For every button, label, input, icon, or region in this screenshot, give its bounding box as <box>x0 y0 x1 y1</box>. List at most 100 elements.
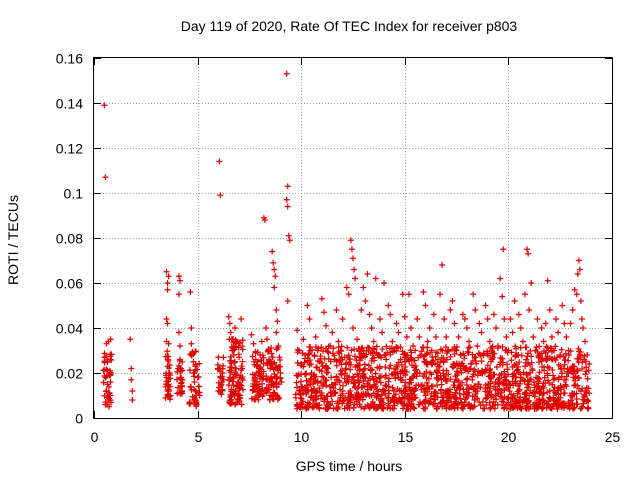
data-point <box>577 388 584 394</box>
data-point <box>543 343 550 350</box>
data-point <box>352 275 359 282</box>
data-point <box>562 376 569 383</box>
data-point <box>258 338 265 345</box>
data-point <box>536 390 543 397</box>
data-point <box>311 352 318 359</box>
data-point <box>519 338 526 345</box>
data-point <box>323 382 330 389</box>
data-point <box>424 338 431 345</box>
data-point <box>107 379 114 385</box>
data-point <box>577 405 584 412</box>
data-point <box>501 404 508 411</box>
data-point <box>501 374 508 381</box>
data-point <box>193 401 200 408</box>
data-point <box>308 370 315 376</box>
data-point <box>106 403 113 410</box>
data-point <box>533 388 540 395</box>
data-point <box>275 366 282 373</box>
data-point <box>335 344 342 351</box>
data-point <box>526 392 533 399</box>
y-tick-label: 0.1 <box>64 186 84 202</box>
data-point <box>445 395 452 402</box>
data-point <box>495 390 502 397</box>
data-point <box>527 347 534 354</box>
data-point <box>379 329 386 336</box>
data-point <box>239 375 246 382</box>
data-point <box>463 325 470 331</box>
data-point <box>407 354 414 361</box>
data-point <box>471 368 478 375</box>
data-point <box>308 361 315 368</box>
data-point <box>456 390 463 397</box>
chart-title: Day 119 of 2020, Rate Of TEC Index for r… <box>181 18 518 34</box>
data-point <box>549 367 556 374</box>
data-point <box>523 359 529 366</box>
data-point <box>406 376 413 383</box>
data-point <box>385 400 392 407</box>
data-point <box>435 363 442 370</box>
data-point <box>348 246 355 253</box>
data-point <box>217 374 224 381</box>
data-point <box>569 363 576 370</box>
data-point <box>253 383 260 390</box>
data-point <box>239 365 246 372</box>
data-point <box>328 381 335 388</box>
x-tick-label: 15 <box>398 429 414 445</box>
data-point <box>426 325 433 331</box>
data-point <box>399 377 406 384</box>
data-point <box>176 366 183 373</box>
data-point <box>555 385 562 392</box>
data-point <box>408 325 415 331</box>
data-point <box>307 344 314 351</box>
data-point <box>498 387 505 394</box>
data-point <box>341 354 348 361</box>
data-point <box>196 360 203 367</box>
data-point <box>464 375 471 382</box>
data-point <box>573 396 580 403</box>
data-point <box>455 378 462 385</box>
data-point <box>294 384 301 391</box>
data-point <box>532 347 539 354</box>
data-point <box>457 365 464 372</box>
data-point <box>437 399 444 406</box>
data-point <box>351 353 358 360</box>
data-point <box>165 392 172 399</box>
data-point <box>386 365 393 372</box>
data-point <box>284 183 291 190</box>
data-point <box>575 345 582 352</box>
data-point <box>229 378 236 385</box>
data-point <box>105 397 112 403</box>
data-point <box>385 302 392 309</box>
data-point <box>372 275 379 282</box>
data-point <box>188 386 195 393</box>
data-point <box>390 388 397 395</box>
data-point <box>339 316 346 322</box>
data-point <box>555 400 562 407</box>
data-point <box>558 386 565 393</box>
data-point <box>512 378 519 385</box>
data-point <box>451 402 458 409</box>
data-point <box>420 344 427 351</box>
data-point <box>300 336 307 343</box>
data-point <box>536 352 543 358</box>
data-point <box>175 291 182 298</box>
data-point <box>187 383 194 390</box>
data-point <box>325 365 332 372</box>
data-point <box>479 399 486 406</box>
data-point <box>462 396 469 403</box>
data-point <box>565 357 572 364</box>
data-point <box>269 354 276 361</box>
data-point <box>164 348 171 355</box>
data-point <box>392 365 399 372</box>
data-point <box>455 334 462 340</box>
data-point <box>510 382 517 389</box>
x-axis-label: GPS time / hours <box>296 458 403 474</box>
data-point <box>514 388 521 395</box>
data-point <box>585 367 592 374</box>
data-point <box>360 284 367 291</box>
data-point <box>393 320 400 327</box>
data-point <box>413 382 420 389</box>
data-point <box>513 345 520 352</box>
data-point <box>580 393 587 400</box>
